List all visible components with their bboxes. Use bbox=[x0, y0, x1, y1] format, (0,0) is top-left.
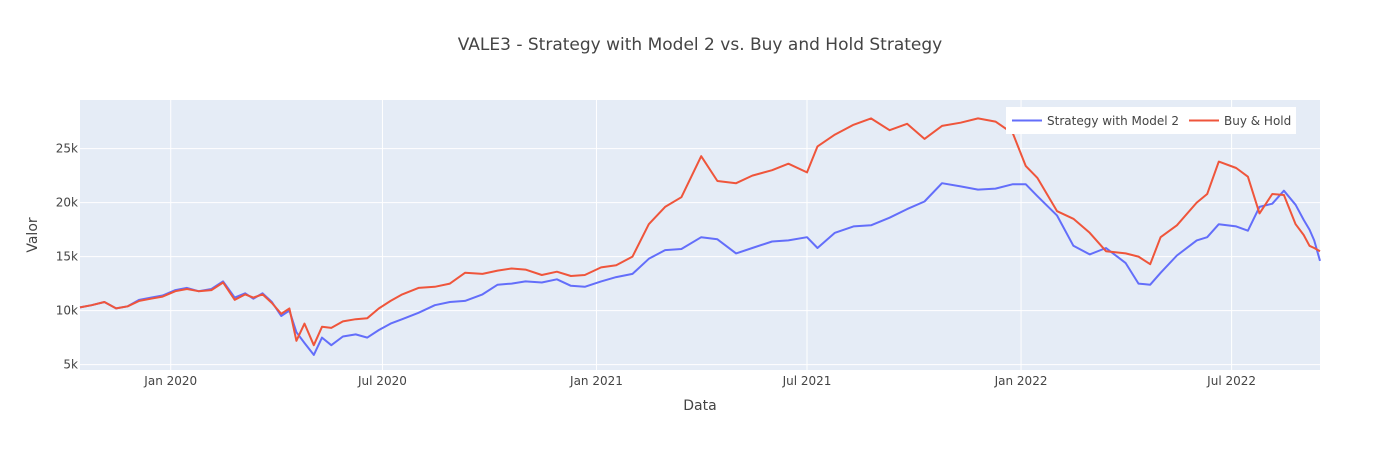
y-tick-label: 20k bbox=[56, 196, 78, 210]
x-tick-label: Jul 2021 bbox=[782, 374, 832, 388]
x-tick-label: Jan 2022 bbox=[994, 374, 1048, 388]
legend-label-strategy: Strategy with Model 2 bbox=[1047, 114, 1179, 128]
legend[interactable]: Strategy with Model 2 Buy & Hold bbox=[1006, 107, 1296, 134]
y-tick-label: 15k bbox=[56, 250, 78, 264]
series-lines bbox=[79, 117, 1321, 356]
y-tick-label: 5k bbox=[63, 358, 78, 372]
x-tick-label: Jan 2020 bbox=[143, 374, 197, 388]
y-axis-title: Valor bbox=[25, 217, 41, 253]
x-axis-ticks: Jan 2020 Jul 2020 Jan 2021 Jul 2021 Jan 2022… bbox=[143, 374, 1256, 388]
plot-area bbox=[80, 100, 1320, 370]
y-axis-ticks: 5k 10k 15k 20k 25k bbox=[56, 142, 78, 372]
chart-title: VALE3 - Strategy with Model 2 vs. Buy an… bbox=[458, 35, 942, 55]
y-tick-label: 10k bbox=[56, 304, 78, 318]
legend-label-buy-hold: Buy & Hold bbox=[1224, 114, 1291, 128]
buy-and-hold-line[interactable] bbox=[79, 117, 1321, 347]
x-axis-title: Data bbox=[683, 398, 716, 414]
legend-box bbox=[1006, 107, 1296, 134]
x-tick-label: Jul 2020 bbox=[357, 374, 407, 388]
grid-lines bbox=[80, 100, 1320, 370]
x-tick-label: Jan 2021 bbox=[569, 374, 623, 388]
x-tick-label: Jul 2022 bbox=[1206, 374, 1256, 388]
y-tick-label: 25k bbox=[56, 142, 78, 156]
